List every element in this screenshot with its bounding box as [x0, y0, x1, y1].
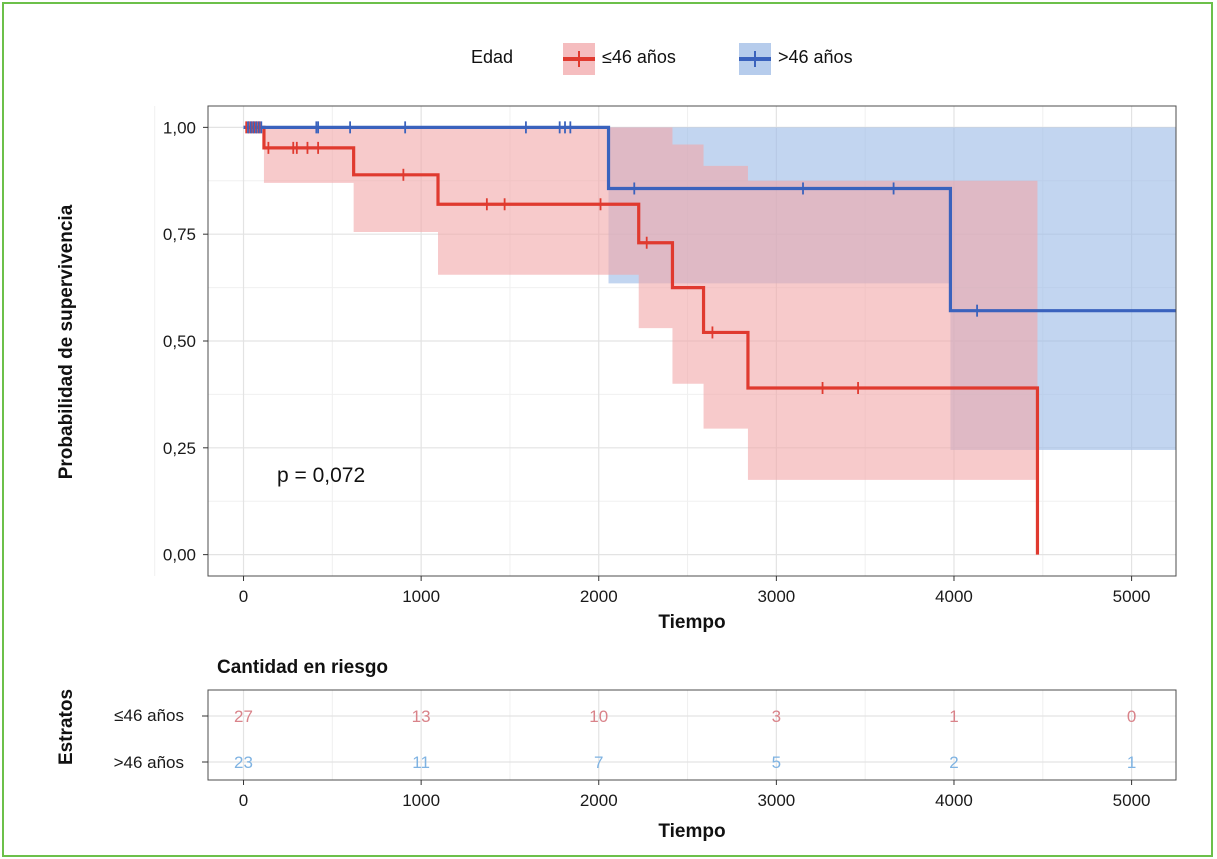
risk-count: 10: [589, 707, 608, 726]
risk-y-axis-title: Estratos: [56, 689, 77, 765]
legend: Edad ≤46 años >46 años: [471, 43, 853, 75]
risk-table: Cantidad en riesgo 27 13 10 3 1 023 11 7 5 2 1 0 10…: [56, 657, 1177, 842]
risk-count: 2: [949, 753, 958, 772]
y-tick-label: 1,00: [163, 118, 196, 137]
y-tick-label: 0,00: [163, 546, 196, 565]
survival-plot-panel: 0 1000 2000 3000 4000 5000 0,00 0,25 0,50 0,75 1,…: [56, 105, 1177, 633]
risk-row-label-2: >46 años: [114, 753, 184, 772]
survival-curve-gt46: [243, 125, 1176, 313]
ci-band-layer: [243, 127, 1176, 480]
risk-count: 0: [1127, 707, 1136, 726]
risk-x-tick-label: 4000: [935, 791, 973, 810]
risk-grid: [208, 690, 1176, 780]
p-value-annotation: p = 0,072: [277, 464, 365, 487]
y-axis-title: Probabilidad de supervivencia: [56, 204, 77, 479]
risk-x-axis-title: Tiempo: [658, 821, 725, 842]
risk-x-tick-label: 5000: [1113, 791, 1151, 810]
risk-count: 23: [234, 753, 253, 772]
censor-layer: [245, 121, 978, 394]
risk-table-title: Cantidad en riesgo: [217, 657, 388, 678]
risk-values: 27 13 10 3 1 023 11 7 5 2 1: [234, 707, 1136, 772]
ci-band-le46: [243, 127, 1038, 480]
x-tick-label: 0: [239, 587, 248, 606]
risk-x-tick-label: 1000: [402, 791, 440, 810]
risk-x-tick-label: 0: [239, 791, 248, 810]
y-tick-label: 0,25: [163, 439, 196, 458]
risk-count: 7: [594, 753, 603, 772]
risk-table-background: [208, 690, 1176, 780]
risk-x-axis-ticks: 0 1000 2000 3000 4000 5000: [239, 780, 1151, 810]
x-tick-label: 2000: [580, 587, 618, 606]
legend-title: Edad: [471, 47, 513, 67]
x-axis-title: Tiempo: [658, 612, 725, 633]
risk-row-label-1: ≤46 años: [114, 706, 184, 725]
legend-label-1: ≤46 años: [602, 47, 676, 67]
survival-curve-le46: [243, 125, 1040, 555]
risk-x-tick-label: 3000: [757, 791, 795, 810]
risk-count: 3: [772, 707, 781, 726]
risk-count: 27: [234, 707, 253, 726]
x-tick-label: 3000: [757, 587, 795, 606]
y-tick-label: 0,50: [163, 332, 196, 351]
risk-count: 5: [772, 753, 781, 772]
x-axis-ticks: 0 1000 2000 3000 4000 5000: [239, 576, 1151, 606]
legend-label-2: >46 años: [778, 47, 853, 67]
risk-x-tick-label: 2000: [580, 791, 618, 810]
y-tick-label: 0,75: [163, 225, 196, 244]
risk-count: 13: [412, 707, 431, 726]
risk-count: 11: [412, 753, 430, 772]
x-tick-label: 4000: [935, 587, 973, 606]
risk-count: 1: [1127, 753, 1136, 772]
x-tick-label: 5000: [1113, 587, 1151, 606]
curve-layer: [243, 125, 1176, 555]
risk-count: 1: [949, 707, 958, 726]
x-tick-label: 1000: [402, 587, 440, 606]
y-axis-ticks: 0,00 0,25 0,50 0,75 1,00: [163, 118, 208, 565]
risk-table-border: [207, 689, 1177, 781]
